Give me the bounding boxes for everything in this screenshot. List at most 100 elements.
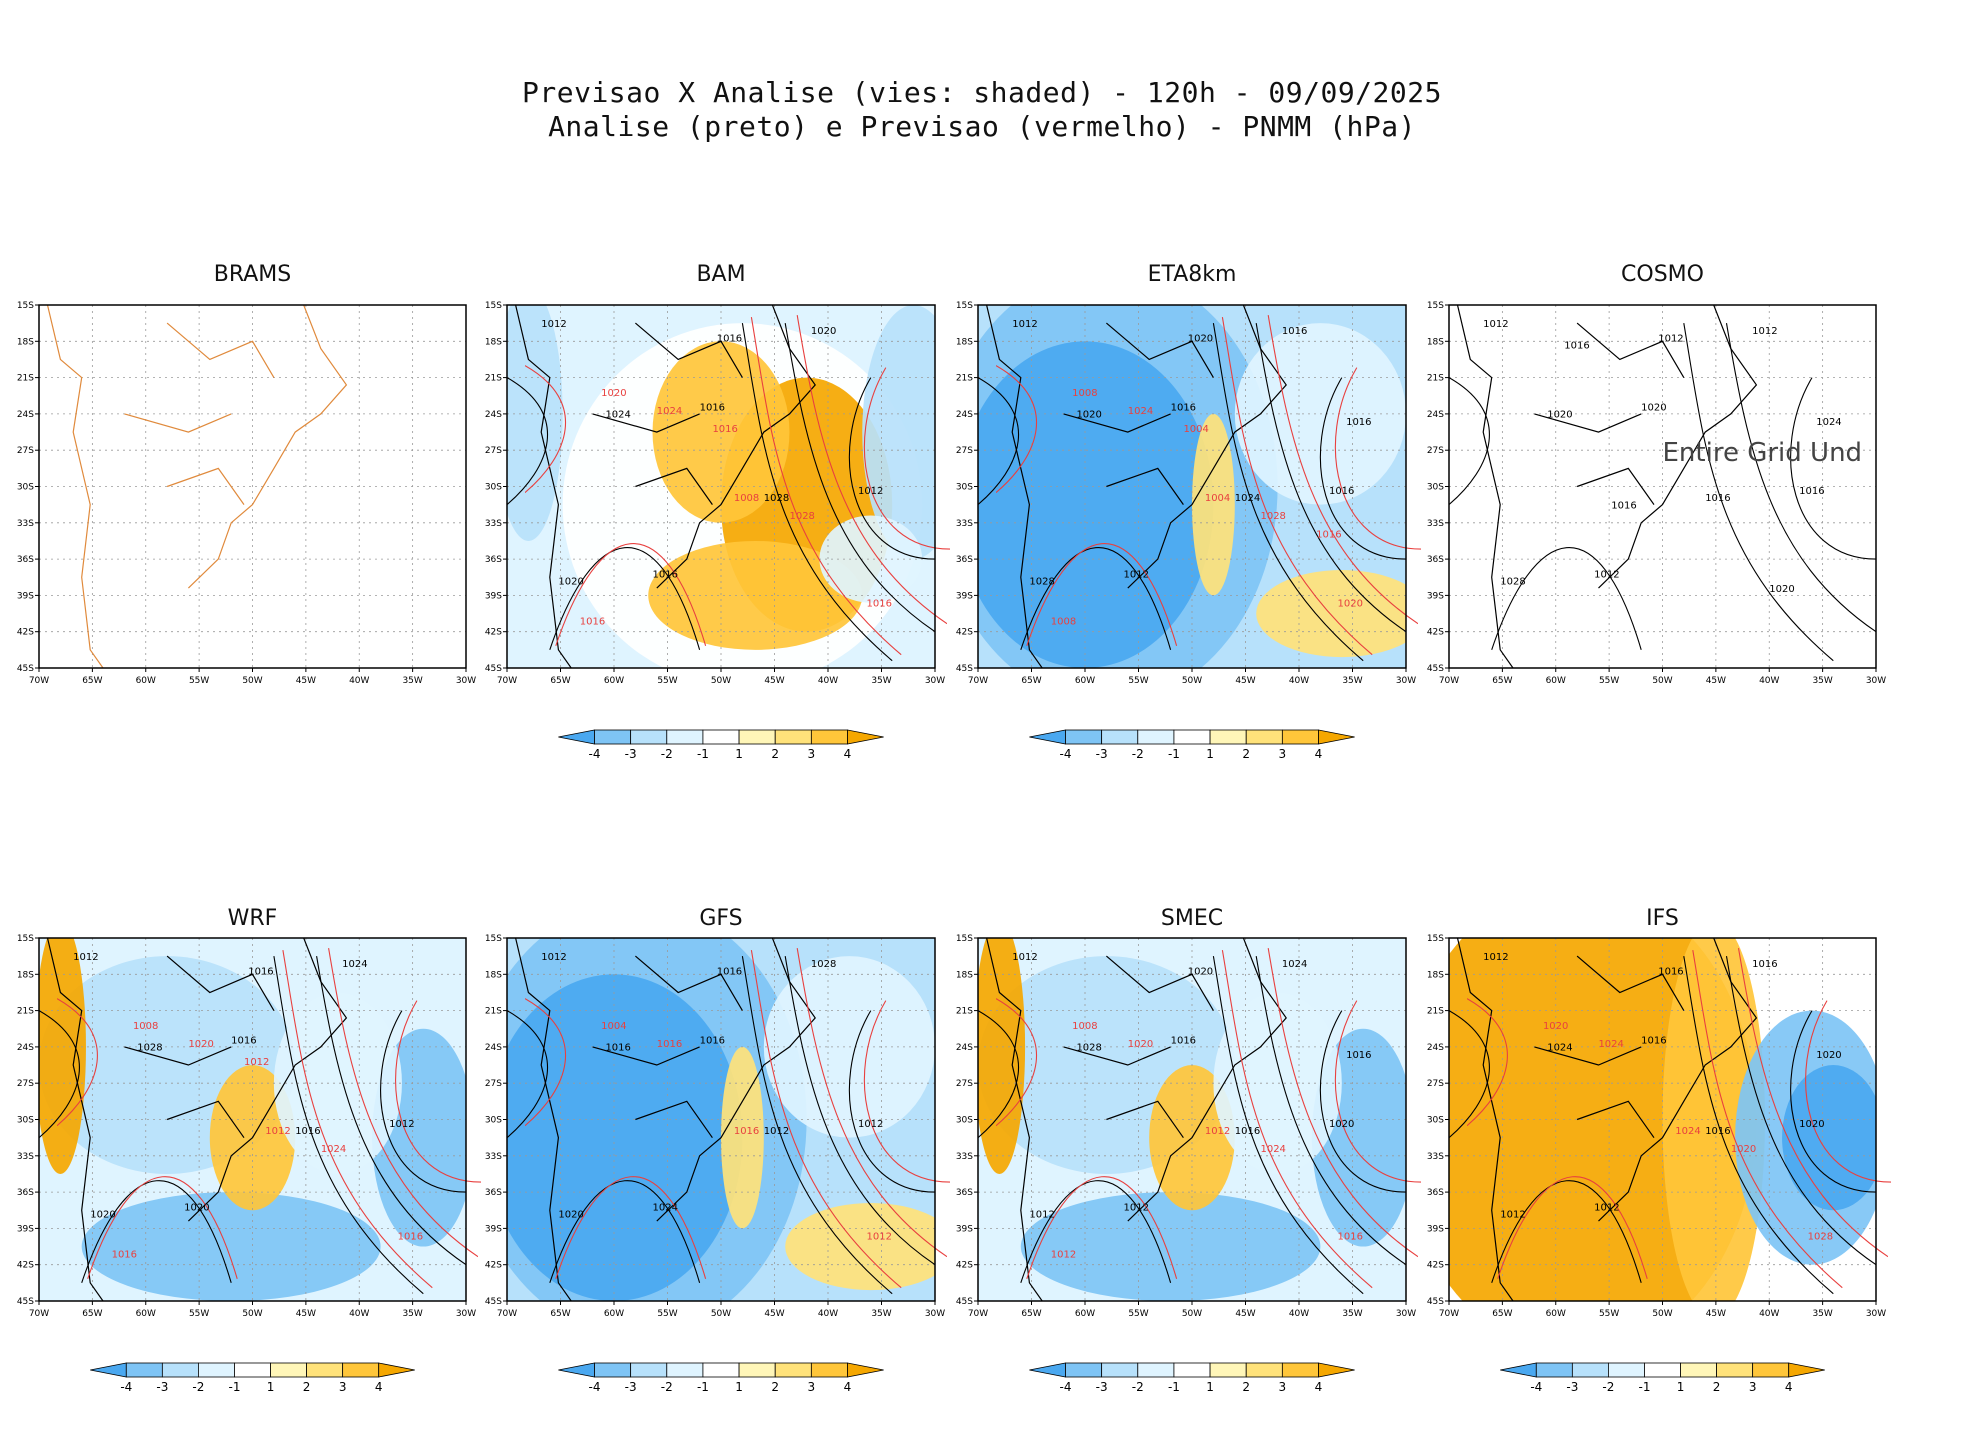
panel-title: GFS (699, 906, 742, 931)
analysis-contour (848, 377, 935, 560)
lon-tick-label: 50W (1652, 676, 1672, 686)
lat-tick-label: 39S (485, 591, 502, 601)
lat-tick-label: 21S (17, 1007, 34, 1017)
colorbar-label: 4 (375, 1380, 383, 1394)
forecast-contour-label: 1004 (1183, 424, 1208, 435)
lat-tick-label: 21S (1427, 1007, 1444, 1017)
lon-tick-label: 40W (349, 1309, 369, 1319)
colorbar-segment (1716, 1362, 1754, 1378)
coastline (515, 938, 816, 1301)
bias-blob (81, 1192, 381, 1301)
colorbar-segment (847, 729, 884, 745)
lat-tick-label: 45S (485, 664, 502, 674)
forecast-contour-label: 1024 (657, 406, 682, 417)
colorbar-segment (1209, 1362, 1247, 1378)
lon-tick-label: 70W (1439, 676, 1459, 686)
colorbar-segment (1065, 729, 1103, 745)
lon-tick-label: 50W (242, 676, 262, 686)
grid-lines (39, 305, 466, 668)
panel-title: WRF (228, 906, 278, 931)
lon-tick-label: 35W (1342, 1309, 1362, 1319)
forecast-contour-label: 1012 (244, 1057, 269, 1068)
forecast-contour-label: 1028 (1260, 511, 1285, 522)
lat-tick-label: 15S (956, 301, 973, 311)
analysis-contour-label: 1016 (1564, 341, 1589, 352)
panel-gfs: 1012 1016 1012 1024 1028 1016 1012 1020 1016 1004… (485, 906, 950, 1394)
colorbar-label: -4 (589, 1380, 601, 1394)
analysis-contour-label: 1012 (541, 952, 566, 963)
forecast-contour-label: 1020 (1338, 598, 1363, 609)
colorbar-segment (1281, 1362, 1319, 1378)
colorbar: -4 -3 -2 -1 1 2 3 4 (1029, 729, 1355, 761)
lat-tick-label: 42S (1427, 1261, 1444, 1271)
grid-lines (1449, 305, 1876, 668)
colorbar-label: -3 (156, 1380, 168, 1394)
bias-blob (39, 938, 86, 1174)
colorbar-label: -4 (120, 1380, 132, 1394)
lat-tick-label: 18S (17, 970, 34, 980)
colorbar-segment (774, 729, 812, 745)
lat-tick-label: 18S (956, 337, 973, 347)
analysis-contour-label: 1016 (1235, 1126, 1260, 1137)
panel-title: COSMO (1621, 262, 1704, 287)
lat-tick-label: 33S (485, 519, 502, 529)
lat-tick-label: 18S (1427, 337, 1444, 347)
lon-tick-label: 45W (1235, 676, 1255, 686)
analysis-contour-label: 1020 (558, 1210, 583, 1221)
forecast-contour-label: 1024 (321, 1144, 346, 1155)
forecast-contour-label: 1020 (1731, 1144, 1756, 1155)
forecast-contour-label: 1004 (1205, 493, 1230, 504)
analysis-contour-label: 1028 (1500, 577, 1525, 588)
colorbar: -4 -3 -2 -1 1 2 3 4 (1029, 1362, 1355, 1394)
analysis-contour-label: 1016 (1658, 966, 1683, 977)
forecast-contour (1334, 1000, 1421, 1183)
colorbar-segment (1500, 1362, 1537, 1378)
lat-tick-label: 30S (17, 1116, 34, 1126)
colorbar-label: -1 (1168, 1380, 1180, 1394)
colorbar-label: 2 (771, 747, 779, 761)
colorbar-label: -3 (1566, 1380, 1578, 1394)
analysis-contour (1212, 323, 1364, 662)
forecast-contour (863, 367, 950, 550)
lat-tick-label: 42S (1427, 628, 1444, 638)
panel-brams: BRAMS 15S 18S 21S 24S 27S 30S 33S 36S 39S 42S 45S 70… (17, 262, 476, 686)
lat-tick-label: 21S (956, 374, 973, 384)
bias-blob (978, 938, 1026, 1174)
lon-tick-label: 35W (871, 1309, 891, 1319)
lat-tick-label: 39S (956, 1224, 973, 1234)
colorbar-label: 4 (844, 1380, 852, 1394)
bias-shading (507, 938, 935, 1301)
analysis-contour (380, 1010, 466, 1193)
lat-tick-label: 27S (956, 446, 973, 456)
analysis-contour-label: 1016 (717, 333, 742, 344)
colorbar-label: -3 (625, 1380, 637, 1394)
forecast-contour (1221, 950, 1373, 1289)
lat-tick-label: 18S (17, 337, 34, 347)
analysis-contour (1020, 1180, 1172, 1283)
analysis-contour-label: 1012 (541, 319, 566, 330)
forecast-contour-label: 1016 (734, 1126, 759, 1137)
lat-tick-label: 42S (956, 628, 973, 638)
lat-tick-label: 30S (485, 483, 502, 493)
analysis-contour-label: 1012 (1124, 569, 1149, 580)
forecast-contour (87, 1176, 238, 1279)
analysis-contour-label: 1016 (700, 402, 725, 413)
colorbar-segment (630, 729, 668, 745)
lat-tick-label: 45S (1427, 664, 1444, 674)
lat-tick-label: 30S (485, 1116, 502, 1126)
colorbar-segment (378, 1362, 415, 1378)
lat-tick-label: 24S (956, 410, 973, 420)
lon-tick-label: 65W (1492, 676, 1512, 686)
analysis-contour-label: 1016 (295, 1126, 320, 1137)
lon-tick-label: 45W (764, 1309, 784, 1319)
lat-tick-label: 27S (485, 1079, 502, 1089)
colorbar-segment (1571, 1362, 1609, 1378)
forecast-contour (1334, 367, 1421, 550)
analysis-contour (1790, 377, 1876, 560)
panel-title: BRAMS (214, 262, 291, 287)
colorbar-label: 1 (1206, 1380, 1214, 1394)
lat-tick-label: 15S (485, 301, 502, 311)
lat-tick-label: 42S (485, 1261, 502, 1271)
forecast-contour (282, 950, 433, 1289)
forecast-contour-label: 1008 (1072, 1021, 1097, 1032)
